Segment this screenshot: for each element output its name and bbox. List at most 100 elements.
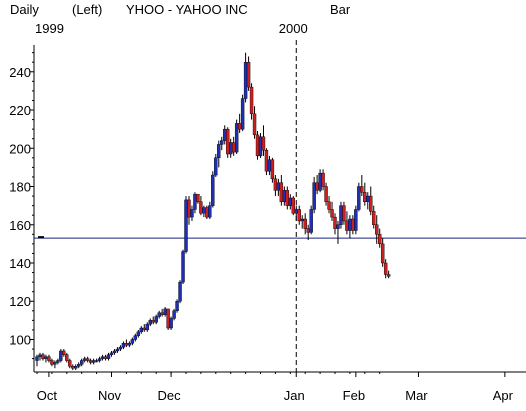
bar-body [267,159,272,172]
bar-body [193,193,197,210]
bar-body [258,136,263,157]
y-tick-label: 220 [9,103,31,118]
price-bar [178,280,182,304]
price-bar [35,354,39,367]
price-bar [190,205,194,221]
price-bar [273,175,278,197]
price-bar [240,94,245,132]
bar-body [74,366,78,369]
bar-body [315,182,319,191]
price-bar [363,182,367,206]
bar-body [35,356,39,361]
price-bar [378,228,382,248]
price-bar [333,213,337,235]
bar-body [65,354,69,361]
bar-body [354,209,358,231]
price-bar [202,205,206,218]
price-bar [97,356,102,363]
price-bar [196,193,200,204]
y-axis-ticks: 100 120 140 160 180 200 220 240 [9,52,34,360]
price-bar [124,339,129,348]
y-tick-label: 180 [9,180,31,195]
price-bar [91,358,96,365]
bar-body [330,209,334,218]
price-bar [62,349,66,357]
price-bar [79,358,84,367]
price-bar [386,270,391,279]
bar-body [59,350,63,361]
price-bar [65,352,69,363]
bar-body [109,352,114,355]
price-bar [208,201,212,220]
price-bar [77,362,81,369]
price-bar [234,119,239,154]
bar-body [270,159,275,180]
price-bar [157,310,161,319]
bar-body [163,308,167,315]
price-bar [345,211,349,235]
price-bar [226,127,230,158]
bar-body [124,343,129,346]
price-bar [145,322,149,332]
bar-body [157,312,161,317]
price-bar [354,205,358,235]
x-tick-label: Dec [158,388,182,403]
bar-body [187,199,191,218]
x-tick-label: Feb [343,388,365,403]
price-bar [38,352,42,361]
chart-header: Daily (Left) YHOO - YAHOO INC Bar [10,2,351,17]
bar-body [97,358,102,361]
price-bar [85,356,90,363]
scale-label: (Left) [72,2,102,17]
x-tick-label: Oct [37,388,58,403]
year-label: 1999 [35,21,64,36]
bar-body [190,209,194,218]
bar-body [148,320,152,325]
price-bar [199,196,203,216]
price-bar [243,52,248,103]
bar-body [136,331,141,336]
x-axis-ticks: Oct Nov Dec Jan Feb Mar Apr [36,372,514,403]
price-bar [249,83,254,120]
price-bar [279,175,284,206]
price-bar [166,308,170,330]
price-bar [148,318,152,327]
bar-body [380,243,385,264]
bar-body [357,186,361,210]
price-bar [193,192,197,214]
bar-body [288,197,292,206]
bar-body [339,205,343,225]
price-bar [228,138,233,158]
y-tick-label: 160 [9,218,31,233]
bar-body [169,318,173,329]
bar-body [41,354,45,359]
price-bar [181,249,185,285]
bar-body [145,323,149,331]
bar-body [237,123,242,130]
price-bar [41,352,45,361]
bar-body [178,281,182,302]
price-bar [315,175,319,195]
price-bar [336,220,340,244]
bar-body [71,366,75,369]
bar-body [211,174,215,206]
price-bar [121,341,126,350]
bar-body [175,301,179,312]
price-bar [44,354,48,363]
bar-body [261,136,266,151]
price-bar [261,125,266,156]
price-bar [74,364,78,371]
price-bar [130,337,135,346]
bar-body [249,86,254,115]
bar-body [56,360,60,363]
bar-body [53,362,57,365]
bar-body [226,128,230,155]
price-bar [276,178,281,197]
price-bar [151,316,155,325]
plot-area [33,45,526,373]
bar-body [383,262,388,275]
price-bar [357,182,361,212]
period-label: Daily [10,2,39,17]
price-bar [59,349,63,363]
